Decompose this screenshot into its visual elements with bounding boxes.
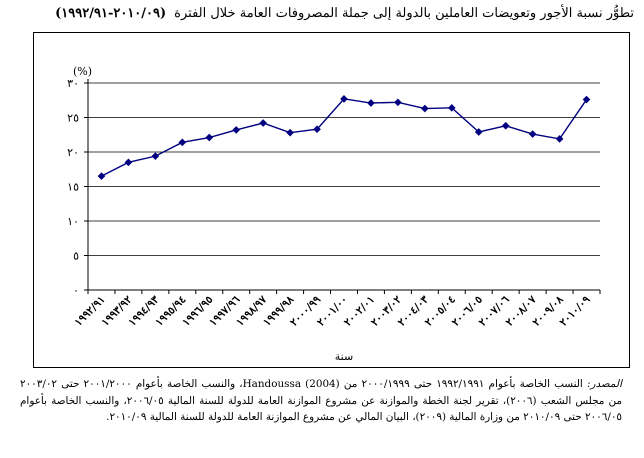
data-point — [205, 133, 214, 142]
y-tick-label: ٠ — [73, 284, 79, 297]
y-tick-label: ٥ — [73, 250, 79, 263]
data-point — [97, 172, 106, 180]
series-wage-share — [97, 95, 591, 180]
chart-title: تطوُّر نسبة الأجور وتعويضات العاملين بال… — [10, 6, 634, 21]
data-point — [501, 121, 510, 130]
series-line — [101, 98, 588, 177]
y-tick-label: ٣٠ — [67, 77, 79, 90]
data-point — [582, 95, 591, 104]
data-point — [447, 104, 456, 112]
y-tick-label: ٢٥ — [67, 112, 79, 125]
source-note: المصدر: النسب الخاصة بأعوام ١٩٩٢/١٩٩١ حت… — [20, 376, 622, 426]
gridlines — [88, 82, 600, 256]
y-tick-label: ١٥ — [67, 181, 79, 194]
data-point — [474, 128, 483, 136]
data-point — [151, 152, 160, 160]
source-label: المصدر: — [586, 378, 622, 390]
y-tick-label: ٢٠ — [67, 146, 79, 159]
x-tick-label: ٢٠١٠/٠٩ — [558, 293, 593, 328]
chart-frame — [33, 32, 630, 368]
data-point — [313, 125, 321, 134]
data-point — [394, 98, 402, 107]
x-axis-label: سنة — [335, 350, 353, 363]
data-point — [555, 135, 564, 143]
chart-title-text: تطوُّر نسبة الأجور وتعويضات العاملين بال… — [174, 6, 634, 21]
data-point — [367, 99, 375, 107]
data-point — [259, 119, 267, 127]
data-point — [340, 95, 348, 103]
axes — [84, 79, 601, 294]
source-text: النسب الخاصة بأعوام ١٩٩٢/١٩٩١ حتى ٢٠٠٠/١… — [20, 378, 622, 423]
data-point — [528, 130, 537, 138]
y-tick-label: ١٠ — [67, 215, 79, 228]
data-point — [124, 158, 133, 167]
y-axis-label: (%) — [73, 65, 92, 78]
chart-title-period: (٢٠١٠/٠٩-١٩٩٢/٩١) — [55, 6, 167, 21]
data-point — [232, 126, 241, 134]
data-point — [178, 138, 187, 147]
data-point — [421, 104, 429, 113]
data-point — [286, 128, 294, 137]
